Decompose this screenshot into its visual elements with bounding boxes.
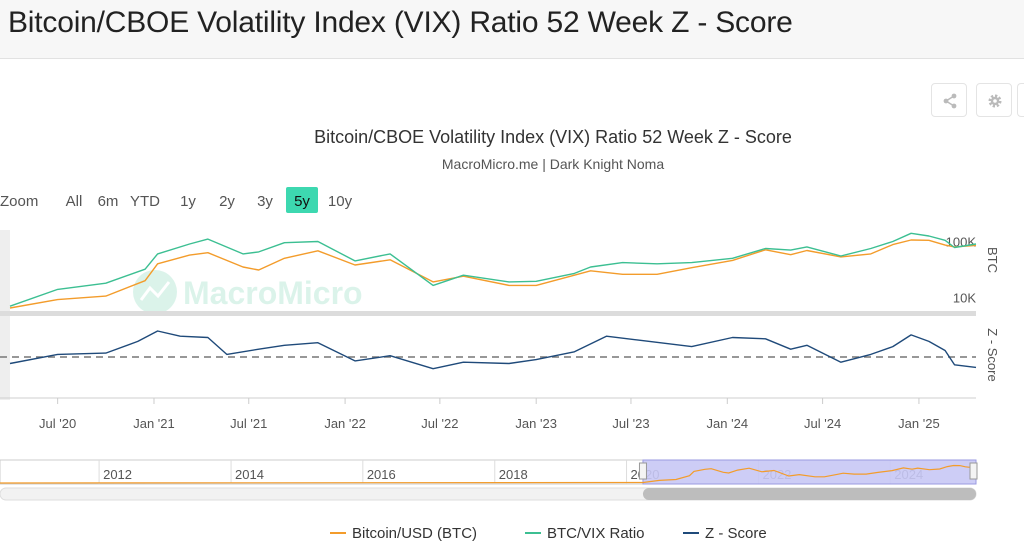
series-line-z-score (9, 330, 977, 370)
legend-item[interactable]: Z - Score (683, 525, 767, 542)
zoom-option-3y[interactable]: 3y (249, 187, 281, 213)
share-icon (943, 93, 957, 109)
series-layer (9, 232, 977, 370)
navigator-left-handle[interactable] (638, 462, 647, 480)
zoom-option-all[interactable]: All (56, 187, 92, 213)
series-line-btc-vix-ratio (9, 232, 977, 307)
x-axis-tick-label: Jan '23 (515, 416, 557, 431)
upper-axis-label: BTC (985, 247, 1000, 273)
x-axis-ticks: Jul '20 Jan '21 Jul '21 Jan '22 Jul '22 Jan '… (39, 398, 940, 431)
watermark-text: MacroMicro (183, 275, 363, 311)
x-axis-tick-label: Jan '22 (324, 416, 366, 431)
upper-axis-tick-label: 100K (946, 234, 977, 249)
zoom-option-label: 2y (219, 193, 235, 210)
zoom-option-ytd[interactable]: YTD (127, 187, 163, 213)
navigator-series (0, 464, 977, 484)
legend-label: BTC/VIX Ratio (547, 525, 645, 542)
zoom-option-6m[interactable]: 6m (92, 187, 124, 213)
zoom-option-label: All (66, 193, 83, 210)
zoom-option-1y[interactable]: 1y (172, 187, 204, 213)
page-title: Bitcoin/CBOE Volatility Index (VIX) Rati… (8, 6, 793, 39)
x-axis-tick-label: Jan '21 (133, 416, 175, 431)
extra-tool-button[interactable] (1017, 83, 1024, 117)
zoom-option-label: YTD (130, 193, 160, 210)
settings-button[interactable] (976, 83, 1012, 117)
zoom-option-10y[interactable]: 10y (322, 187, 358, 213)
chart-title: Bitcoin/CBOE Volatility Index (VIX) Rati… (314, 127, 792, 147)
x-axis-tick-label: Jul '23 (612, 416, 649, 431)
scrollbar-thumb[interactable] (642, 488, 976, 500)
legend-item[interactable]: BTC/VIX Ratio (525, 525, 645, 542)
x-axis-tick-label: Jul '22 (421, 416, 458, 431)
series-line-bitcoin-usd-btc (9, 239, 977, 309)
gear-icon (988, 94, 1002, 108)
share-button[interactable] (931, 83, 967, 117)
navigator-btc-line (0, 464, 977, 484)
navigator-label: 2016 (367, 467, 396, 482)
x-axis-tick-label: Jan '24 (707, 416, 749, 431)
navigator-right-handle[interactable] (969, 462, 978, 480)
pane-divider (0, 311, 976, 316)
navigator[interactable]: 2012201420162018202020222024 (0, 459, 978, 501)
zoom-option-label: 6m (98, 193, 119, 210)
zoom-option-label: 1y (180, 193, 196, 210)
legend-item[interactable]: Bitcoin/USD (BTC) (330, 525, 477, 542)
zoom-label: Zoom (0, 193, 38, 210)
zoom-option-label: 3y (257, 193, 273, 210)
zoom-option-background (286, 187, 318, 213)
zoom-option-2y[interactable]: 2y (211, 187, 243, 213)
zoom-bar: Zoom All 6m YTD 1y 2y 3y 5y 10y (0, 187, 358, 213)
legend: Bitcoin/USD (BTC) BTC/VIX Ratio Z - Score (330, 525, 767, 542)
x-axis-tick-label: Jul '24 (804, 416, 841, 431)
navigator-label: 2018 (499, 467, 528, 482)
zoom-option-5y[interactable]: 5y (286, 187, 318, 213)
zoom-option-label: 5y (294, 193, 310, 210)
navigator-label: 2014 (235, 467, 264, 482)
x-axis-tick-label: Jul '21 (230, 416, 267, 431)
lower-axis-label: Z - Score (985, 328, 1000, 381)
page-header: Bitcoin/CBOE Volatility Index (VIX) Rati… (0, 0, 1024, 59)
chart-subtitle: MacroMicro.me | Dark Knight Noma (442, 156, 664, 172)
watermark: MacroMicro (133, 270, 363, 314)
navigator-label: 2012 (103, 467, 132, 482)
upper-axis-tick-label: 10K (953, 291, 976, 306)
x-axis-tick-label: Jul '20 (39, 416, 76, 431)
zoom-option-label: 10y (328, 193, 353, 210)
x-axis-tick-label: Jan '25 (898, 416, 940, 431)
legend-label: Bitcoin/USD (BTC) (352, 525, 477, 542)
legend-label: Z - Score (705, 525, 767, 542)
